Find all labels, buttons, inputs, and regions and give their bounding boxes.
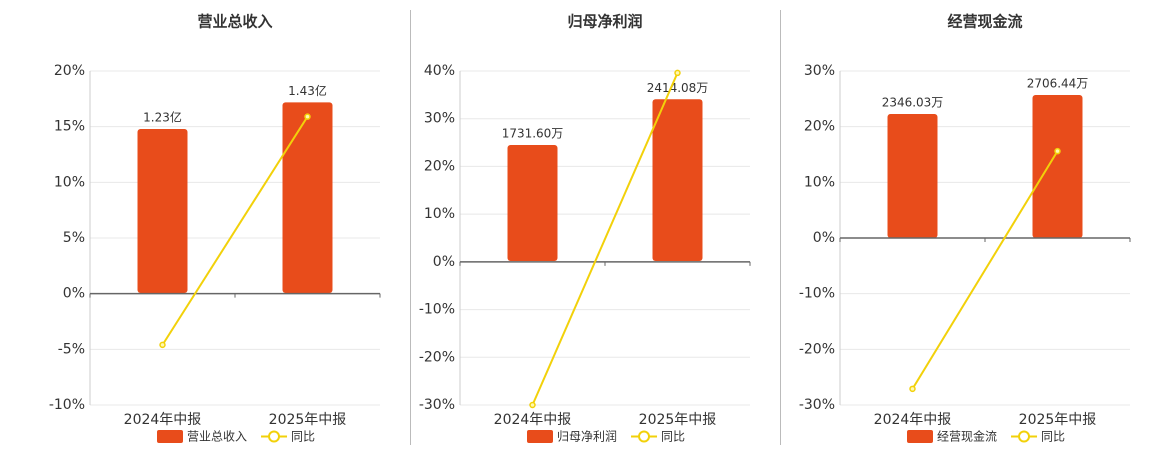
y-tick-label: 10%	[54, 174, 85, 190]
data-label: 1731.60万	[502, 126, 564, 140]
x-tick-label: 2025年中报	[269, 412, 347, 428]
x-tick-label: 2025年中报	[1019, 412, 1097, 428]
chart-title: 经营现金流	[947, 13, 1022, 31]
y-tick-label: -20%	[419, 349, 455, 365]
y-tick-label: -30%	[419, 397, 455, 413]
y-tick-label: -5%	[58, 341, 85, 357]
data-label: 2346.03万	[882, 96, 944, 110]
legend-label: 同比	[291, 430, 315, 444]
y-tick-label: -30%	[799, 397, 835, 413]
x-tick-label: 2024年中报	[874, 412, 952, 428]
y-tick-label: 30%	[804, 63, 835, 79]
x-tick-label: 2024年中报	[124, 412, 202, 428]
legend-label: 归母净利润	[557, 430, 617, 444]
y-tick-label: 15%	[54, 119, 85, 135]
chart-title: 营业总收入	[197, 13, 272, 31]
y-tick-label: 40%	[424, 63, 455, 79]
bar	[652, 99, 703, 261]
y-tick-label: -10%	[799, 286, 835, 302]
y-tick-label: 20%	[424, 158, 455, 174]
point	[304, 113, 311, 120]
legend-swatch	[638, 430, 651, 443]
legend-label: 同比	[661, 430, 685, 444]
line	[911, 150, 1059, 390]
y-tick-label: 20%	[54, 63, 85, 79]
bar	[282, 102, 333, 293]
y-tick-label: -10%	[49, 397, 85, 413]
data-label: 2706.44万	[1027, 76, 1089, 90]
bar	[507, 144, 558, 261]
bar	[887, 114, 938, 238]
legend-swatch	[1018, 430, 1031, 443]
legend-label: 营业总收入	[187, 430, 247, 444]
legend-swatch	[907, 430, 933, 443]
bar	[137, 129, 188, 293]
chart-title: 归母净利润	[567, 13, 642, 31]
y-tick-label: 10%	[424, 206, 455, 222]
point	[159, 341, 166, 349]
data-label: 2414.08万	[647, 81, 709, 95]
legend-label: 经营现金流	[937, 429, 997, 444]
y-tick-label: 10%	[804, 174, 835, 190]
y-tick-label: 20%	[804, 119, 835, 135]
point	[1054, 147, 1061, 155]
line	[531, 72, 679, 406]
x-tick-label: 2025年中报	[639, 412, 717, 428]
data-label: 1.43亿	[288, 83, 327, 98]
y-tick-label: 0%	[813, 230, 835, 246]
legend-label: 同比	[1041, 430, 1065, 444]
point	[529, 401, 536, 409]
x-tick-label: 2024年中报	[494, 412, 572, 428]
legend-swatch	[157, 430, 183, 443]
legend-swatch	[268, 430, 281, 443]
legend-swatch	[527, 430, 553, 443]
y-tick-label: 0%	[63, 286, 85, 302]
y-tick-label: 0%	[433, 254, 455, 270]
line	[161, 116, 309, 346]
y-tick-label: 5%	[63, 230, 85, 246]
y-tick-label: -20%	[799, 341, 835, 357]
point	[909, 385, 916, 393]
y-tick-label: -10%	[419, 302, 455, 318]
data-label: 1.23亿	[143, 110, 182, 125]
point	[674, 69, 681, 77]
y-tick-label: 30%	[424, 111, 455, 127]
bar	[1032, 94, 1083, 238]
